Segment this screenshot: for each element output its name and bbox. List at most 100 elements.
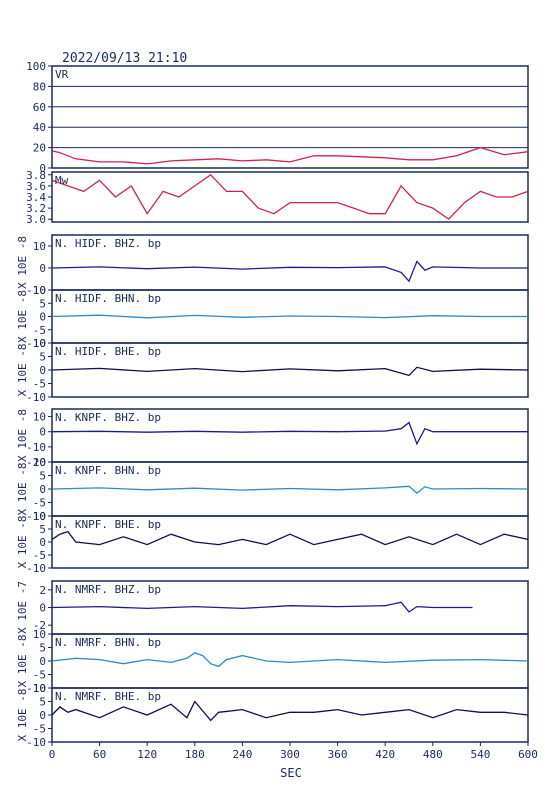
y-tick-label: 5 — [39, 351, 46, 364]
y-tick-label: -5 — [33, 497, 46, 510]
y-tick-label: 3.6 — [26, 180, 46, 193]
y-tick-label: 0 — [39, 709, 46, 722]
y-tick-label: 10 — [33, 510, 46, 523]
y-tick-label: 60 — [33, 101, 46, 114]
series-line — [51, 700, 529, 722]
y-tick-label: 0 — [39, 536, 46, 549]
series-line — [51, 146, 529, 165]
y-axis-label: X 10E -8 — [16, 236, 29, 289]
y-tick-label: 0 — [39, 426, 46, 439]
y-tick-label: -10 — [26, 337, 46, 350]
x-tick-label: 600 — [518, 748, 538, 761]
series-line — [51, 485, 529, 494]
y-tick-label: 40 — [33, 121, 46, 134]
y-tick-label: -5 — [33, 669, 46, 682]
y-tick-label: 0 — [39, 162, 46, 175]
y-tick-label: 0 — [39, 655, 46, 668]
figure-title: 2022/09/13 21:10 — [62, 51, 187, 66]
y-tick-label: 3.0 — [26, 213, 46, 226]
y-tick-label: 3.2 — [26, 202, 46, 215]
panel-title: N. HIDF. BHZ. bp — [55, 237, 161, 250]
y-axis-label: X 10E -7 — [16, 581, 29, 634]
x-tick-label: 540 — [470, 748, 490, 761]
y-tick-label: -5 — [33, 378, 46, 391]
y-tick-label: -10 — [26, 682, 46, 695]
panel-title: N. KNPF. BHZ. bp — [55, 411, 161, 424]
x-tick-label: 120 — [137, 748, 157, 761]
panel-frame — [51, 171, 529, 223]
panel-title: VR — [55, 68, 69, 81]
y-tick-label: -10 — [26, 736, 46, 749]
y-tick-label: 2 — [39, 584, 46, 597]
y-tick-label: 10 — [33, 456, 46, 469]
y-tick-label: -5 — [33, 723, 46, 736]
series-line — [51, 652, 529, 668]
panel-title: N. NMRF. BHE. bp — [55, 690, 161, 703]
x-tick-label: 300 — [280, 748, 300, 761]
panel-title: N. HIDF. BHE. bp — [55, 345, 161, 358]
panel-6: 10 0 -10 -20X 10E -8 N. KNPF. BHZ. bp — [16, 408, 529, 469]
y-tick-label: -10 — [26, 441, 46, 454]
panel-title: N. NMRF. BHZ. bp — [55, 583, 161, 596]
y-tick-label: 10 — [33, 337, 46, 350]
y-tick-label: 3.4 — [26, 191, 46, 204]
series-line — [51, 260, 528, 283]
y-tick-label: -10 — [26, 562, 46, 575]
y-tick-label: 100 — [26, 60, 46, 73]
y-axis-label: X 10E -8 — [16, 463, 29, 516]
y-tick-label: 5 — [39, 297, 46, 310]
series-line — [51, 530, 529, 546]
y-tick-label: 5 — [39, 696, 46, 709]
y-tick-label: 10 — [33, 682, 46, 695]
series-line — [51, 601, 473, 613]
y-tick-label: 5 — [39, 470, 46, 483]
y-tick-label: 0 — [39, 311, 46, 324]
y-tick-label: 10 — [33, 284, 46, 297]
y-tick-label: 0 — [39, 483, 46, 496]
y-tick-label: 3.8 — [26, 169, 46, 182]
y-tick-label: 0 — [39, 602, 46, 615]
series-line — [51, 366, 529, 377]
x-tick-label: 240 — [232, 748, 252, 761]
x-tick-label: 420 — [375, 748, 395, 761]
y-tick-label: 5 — [39, 523, 46, 536]
panel-title: Mw — [55, 174, 69, 187]
y-axis-label: X 10E -8 — [16, 344, 29, 397]
y-axis-label: X 10E -8 — [16, 635, 29, 688]
y-tick-label: 10 — [33, 628, 46, 641]
y-tick-label: 80 — [33, 80, 46, 93]
panel-title: N. HIDF. BHN. bp — [55, 292, 161, 305]
y-tick-label: -2 — [33, 619, 46, 632]
panel-1: 100 80 60 40 20 0 VR — [26, 60, 529, 175]
y-tick-label: 5 — [39, 642, 46, 655]
x-axis-label: SEC — [280, 766, 302, 780]
y-axis-label: X 10E -8 — [16, 409, 29, 462]
panel-9: 2 0 -2 X 10E -7 N. NMRF. BHZ. bp — [16, 580, 529, 635]
y-tick-label: 0 — [39, 364, 46, 377]
panel-title: N. KNPF. BHN. bp — [55, 464, 161, 477]
x-tick-label: 60 — [93, 748, 106, 761]
y-tick-label: -5 — [33, 549, 46, 562]
x-tick-label: 360 — [328, 748, 348, 761]
panel-title: N. NMRF. BHN. bp — [55, 636, 161, 649]
y-tick-label: 0 — [39, 262, 46, 275]
y-tick-label: -20 — [26, 456, 46, 469]
series-line — [51, 314, 528, 319]
x-tick-label: 480 — [423, 748, 443, 761]
series-line — [51, 173, 529, 221]
y-axis-label: X 10E -8 — [16, 290, 29, 343]
y-tick-label: 10 — [33, 240, 46, 253]
panel-frame — [51, 65, 529, 169]
y-tick-label: -10 — [26, 284, 46, 297]
series-line — [51, 421, 528, 446]
y-tick-label: 20 — [33, 142, 46, 155]
y-tick-label: -10 — [26, 391, 46, 404]
